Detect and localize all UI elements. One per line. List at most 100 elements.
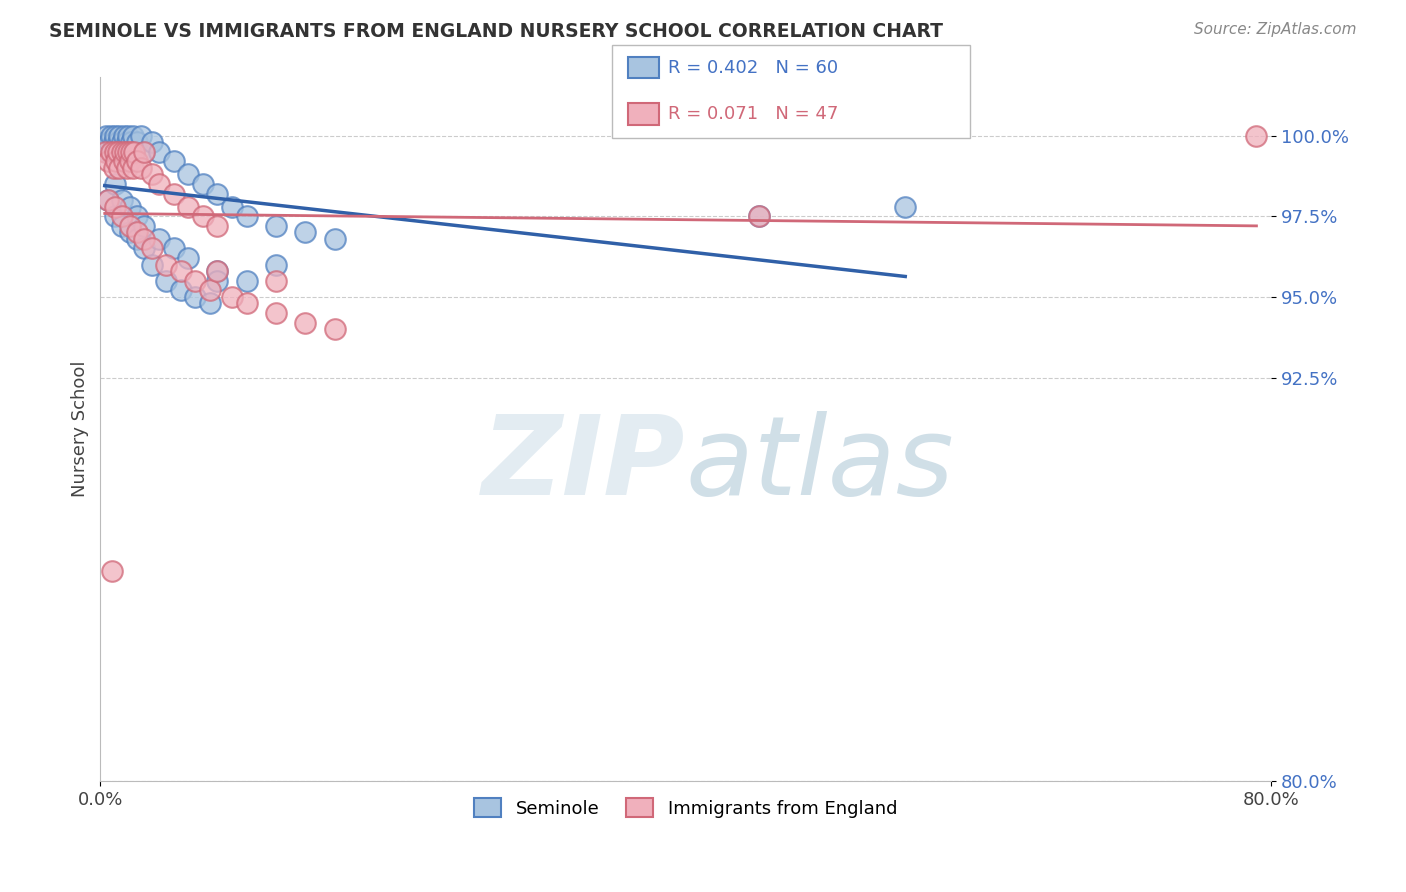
Point — [118, 154, 141, 169]
Point — [264, 274, 287, 288]
Point — [118, 225, 141, 239]
Text: Source: ZipAtlas.com: Source: ZipAtlas.com — [1194, 22, 1357, 37]
Point — [748, 209, 770, 223]
Point — [264, 306, 287, 320]
Point — [96, 128, 118, 143]
Point — [107, 135, 129, 149]
Point — [118, 200, 141, 214]
Point — [134, 232, 156, 246]
Point — [108, 161, 131, 175]
Point — [107, 145, 129, 159]
Point — [125, 232, 148, 246]
Point — [748, 209, 770, 223]
Point — [110, 145, 132, 159]
Point — [105, 154, 128, 169]
Point — [111, 209, 134, 223]
Point — [112, 154, 135, 169]
Point — [264, 258, 287, 272]
Point — [235, 274, 257, 288]
Point — [125, 154, 148, 169]
Point — [162, 242, 184, 256]
Point — [198, 296, 221, 310]
Point — [111, 193, 134, 207]
Point — [114, 145, 136, 159]
Point — [101, 145, 124, 159]
Point — [141, 258, 163, 272]
Text: SEMINOLE VS IMMIGRANTS FROM ENGLAND NURSERY SCHOOL CORRELATION CHART: SEMINOLE VS IMMIGRANTS FROM ENGLAND NURS… — [49, 22, 943, 41]
Point — [115, 161, 138, 175]
Point — [93, 135, 115, 149]
Point — [104, 209, 127, 223]
Point — [221, 200, 243, 214]
Point — [148, 232, 170, 246]
Point — [117, 145, 139, 159]
Point — [111, 219, 134, 233]
Point — [114, 145, 136, 159]
Point — [120, 145, 142, 159]
Point — [100, 145, 122, 159]
Point — [294, 225, 316, 239]
Point — [122, 145, 145, 159]
Text: atlas: atlas — [686, 411, 955, 518]
Point — [148, 145, 170, 159]
Point — [323, 232, 346, 246]
Point — [191, 177, 214, 191]
Y-axis label: Nursery School: Nursery School — [72, 361, 89, 498]
Point — [118, 145, 141, 159]
Point — [235, 296, 257, 310]
Point — [97, 145, 120, 159]
Point — [141, 242, 163, 256]
Point — [131, 161, 153, 175]
Point — [323, 322, 346, 336]
Point — [177, 167, 200, 181]
Point — [191, 209, 214, 223]
Point — [125, 209, 148, 223]
Text: R = 0.071   N = 47: R = 0.071 N = 47 — [668, 105, 838, 123]
Point — [118, 219, 141, 233]
Point — [134, 219, 156, 233]
Point — [198, 284, 221, 298]
Point — [104, 200, 127, 214]
Point — [121, 128, 143, 143]
Point — [141, 167, 163, 181]
Point — [125, 225, 148, 239]
Point — [121, 161, 143, 175]
Point — [221, 290, 243, 304]
Point — [264, 219, 287, 233]
Point — [97, 193, 120, 207]
Point — [98, 135, 121, 149]
Point — [103, 135, 125, 149]
Point — [162, 186, 184, 201]
Point — [141, 135, 163, 149]
Point — [131, 128, 153, 143]
Point — [93, 145, 115, 159]
Text: R = 0.402   N = 60: R = 0.402 N = 60 — [668, 59, 838, 77]
Point — [125, 135, 148, 149]
Point — [177, 200, 200, 214]
Text: ZIP: ZIP — [482, 411, 686, 518]
Point — [177, 251, 200, 265]
Point — [115, 135, 138, 149]
Point — [207, 186, 229, 201]
Point — [184, 274, 207, 288]
Point — [207, 264, 229, 278]
Point — [97, 193, 120, 207]
Point — [104, 145, 127, 159]
Point — [207, 264, 229, 278]
Point — [112, 128, 135, 143]
Point — [1246, 128, 1268, 143]
Point — [294, 316, 316, 330]
Point — [155, 258, 177, 272]
Point — [108, 128, 131, 143]
Point — [103, 161, 125, 175]
Point — [184, 290, 207, 304]
Legend: Seminole, Immigrants from England: Seminole, Immigrants from England — [467, 791, 904, 825]
Point — [235, 209, 257, 223]
Point — [111, 135, 134, 149]
Point — [122, 145, 145, 159]
Point — [170, 264, 193, 278]
Point — [207, 274, 229, 288]
Point — [207, 219, 229, 233]
Point — [105, 145, 128, 159]
Point — [134, 145, 156, 159]
